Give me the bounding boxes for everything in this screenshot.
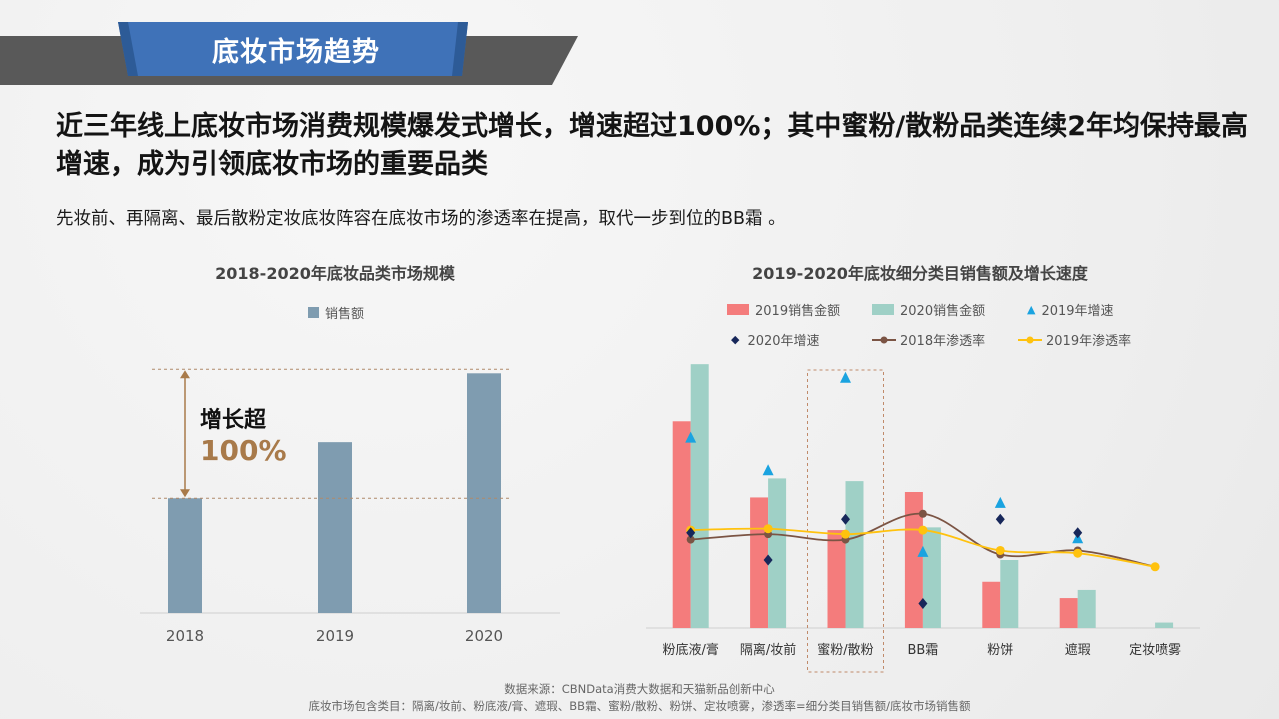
point-2018-penetration <box>918 509 927 518</box>
line-marker-icon <box>1018 336 1042 343</box>
legend-label-sales: 销售额 <box>325 307 365 322</box>
growth-arrow-head-down <box>180 489 190 498</box>
bar-2019-sales <box>982 581 1001 628</box>
legend-item-2019-penetration: 2019年渗透率 <box>1018 330 1131 349</box>
x-tick-label: 粉饼 <box>987 643 1013 658</box>
bar-2019 <box>318 442 352 613</box>
legend-label-2018-penetration: 2018年渗透率 <box>900 334 986 349</box>
headline: 近三年线上底妆市场消费规模爆发式增长，增速超过100%；其中蜜粉/散粉品类连续2… <box>56 111 1249 180</box>
point-2018-penetration <box>686 535 695 544</box>
x-tick-label: 蜜粉/散粉 <box>817 643 873 658</box>
bar-2019-sales <box>672 421 691 628</box>
point-2019-penetration <box>918 525 928 535</box>
marker-2019-growth <box>840 371 851 383</box>
legend-item-2018-penetration: 2018年渗透率 <box>872 330 985 349</box>
bar-2019-sales <box>904 492 923 628</box>
highlight-box-powder <box>807 369 884 673</box>
left-bar-chart: 2018 2019 2020 <box>140 368 560 645</box>
growth-annotation-value: 100% <box>200 434 287 467</box>
bar-2020-sales <box>768 478 787 628</box>
growth-arrow-head-up <box>180 370 190 379</box>
bar-2019-sales <box>1059 598 1078 628</box>
legend-swatch-2020-sales <box>872 304 894 315</box>
legend-label-2020-growth: 2020年增速 <box>747 334 820 349</box>
page-title: 底妆市场趋势 <box>212 36 380 68</box>
legend-item-2020-growth: ◆ 2020年增速 <box>731 330 820 349</box>
bar-2019-sales <box>750 497 769 628</box>
marker-2019-growth <box>762 464 774 476</box>
title-ribbon <box>118 22 468 76</box>
point-2019-penetration <box>763 524 773 534</box>
x-tick-label: 粉底液/膏 <box>663 642 719 658</box>
bar-2020-sales <box>845 481 864 628</box>
x-tick-label: BB霜 <box>907 643 938 658</box>
legend-item-2020-sales: 2020销售金额 <box>872 300 985 319</box>
right-chart-title: 2019-2020年底妆细分类目销售额及增长速度 <box>752 264 1088 283</box>
marker-2020-growth <box>1073 527 1083 539</box>
bar-2018 <box>168 498 202 613</box>
x-tick-label: 2019 <box>316 627 354 645</box>
marker-2020-growth <box>763 554 773 566</box>
x-tick-label: 2018 <box>166 627 204 645</box>
footer-note: 底妆市场包含类目：隔离/妆前、粉底液/膏、遮瑕、BB霜、蜜粉/散粉、粉饼、定妆喷… <box>308 699 971 713</box>
legend-label-2019-penetration: 2019年渗透率 <box>1046 334 1132 349</box>
bar-2020-sales <box>1155 622 1174 628</box>
marker-2020-growth <box>918 598 928 610</box>
x-tick-label: 隔离/妆前 <box>740 642 796 658</box>
line-marker-icon <box>872 336 896 343</box>
left-chart-title: 2018-2020年底妆品类市场规模 <box>215 264 455 283</box>
legend-swatch-sales <box>308 307 319 318</box>
footer-source: 数据来源：CBNData消费大数据和天猫新品创新中心 <box>504 682 775 696</box>
bar-2020-sales <box>1077 589 1096 628</box>
growth-annotation-label: 增长超 <box>200 408 267 433</box>
point-2019-penetration <box>995 545 1005 555</box>
marker-2020-growth <box>686 527 696 539</box>
bar-2020 <box>467 373 501 613</box>
bar-2020-sales <box>690 364 709 628</box>
x-tick-label: 定妆喷雾 <box>1129 643 1181 658</box>
point-2019-penetration <box>1073 548 1083 558</box>
marker-2020-growth <box>995 513 1005 525</box>
point-2019-penetration <box>1150 562 1160 572</box>
diamond-icon: ◆ <box>731 333 740 346</box>
marker-2019-growth <box>917 545 929 557</box>
bar-2019-sales <box>827 530 846 628</box>
marker-2019-growth <box>994 496 1006 508</box>
bar-2020-sales <box>1000 560 1019 628</box>
left-chart-legend: 销售额 <box>308 303 364 322</box>
legend-label-2020-sales: 2020销售金额 <box>900 304 986 319</box>
point-2019-penetration <box>841 529 850 539</box>
legend-label-2019-growth: 2019年增速 <box>1041 304 1114 319</box>
marker-2019-growth <box>685 431 697 443</box>
marker-2020-growth <box>841 513 850 525</box>
bar-2020-sales <box>922 527 941 628</box>
legend-swatch-2019-sales <box>727 304 749 315</box>
x-tick-label: 2020 <box>465 627 503 645</box>
legend-item-2019-growth: ▲ 2019年增速 <box>1027 300 1114 319</box>
legend-label-2019-sales: 2019销售金额 <box>755 304 841 319</box>
subline: 先妆前、再隔离、最后散粉定妆底妆阵容在底妆市场的渗透率在提高，取代一步到位的BB… <box>56 209 786 229</box>
legend-item-2019-sales: 2019销售金额 <box>727 300 840 319</box>
x-tick-label: 遮瑕 <box>1065 642 1091 658</box>
triangle-icon: ▲ <box>1027 303 1036 316</box>
